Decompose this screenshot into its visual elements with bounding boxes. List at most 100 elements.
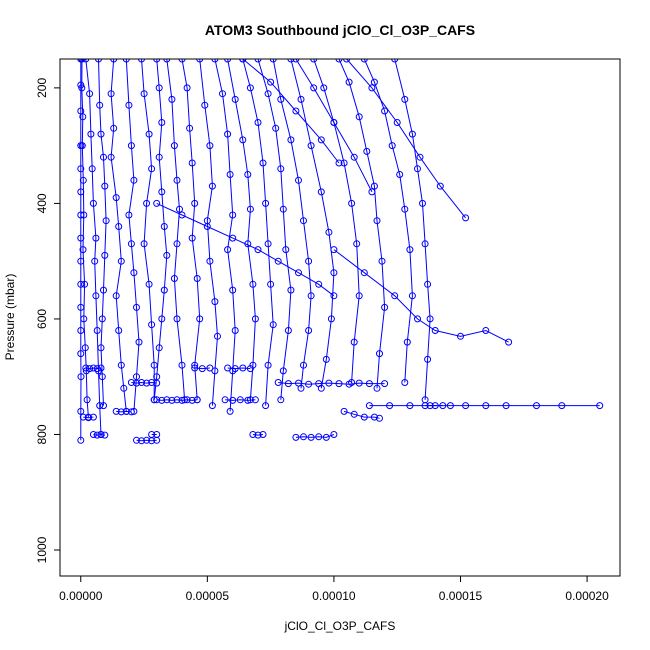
y-axis: 200 400 600 800 1000 <box>35 78 60 563</box>
data-point <box>274 379 282 386</box>
series-2 <box>82 59 105 438</box>
data-point <box>155 84 163 92</box>
series-19 <box>360 59 416 386</box>
data-point <box>376 414 383 422</box>
data-point <box>77 350 85 358</box>
data-point <box>224 130 232 138</box>
data-point <box>368 84 376 92</box>
y-tick-label: 800 <box>35 424 49 444</box>
data-point <box>436 182 444 190</box>
data-point <box>170 142 178 150</box>
data-point <box>97 431 105 438</box>
data-point <box>229 286 237 294</box>
data-point <box>170 275 178 282</box>
data-point <box>198 365 206 373</box>
data-point <box>77 407 85 415</box>
data-point <box>127 240 135 248</box>
series-39 <box>249 431 267 439</box>
series-line <box>110 59 127 412</box>
data-point <box>300 361 307 369</box>
data-point <box>117 257 125 265</box>
series-line <box>338 59 386 389</box>
data-point <box>254 119 262 126</box>
data-point <box>148 431 156 438</box>
data-point <box>84 414 92 422</box>
data-point <box>183 84 191 92</box>
data-point <box>403 338 411 346</box>
data-point <box>87 130 95 138</box>
data-point <box>206 364 214 372</box>
data-point <box>148 379 156 386</box>
data-point <box>155 153 163 161</box>
x-tick-label: 0.00005 <box>186 589 230 603</box>
data-point <box>178 396 186 404</box>
data-point <box>173 240 181 248</box>
data-point <box>325 379 333 387</box>
data-point <box>107 90 115 98</box>
data-point <box>340 407 348 415</box>
series-42 <box>421 402 447 410</box>
series-line <box>257 59 292 400</box>
data-point <box>277 165 285 173</box>
data-point <box>295 176 302 184</box>
data-point <box>462 402 470 410</box>
series-3 <box>95 59 110 410</box>
data-point <box>307 433 315 441</box>
data-point <box>77 436 85 444</box>
series-line <box>227 59 256 400</box>
data-point <box>305 257 313 265</box>
data-point <box>211 298 219 306</box>
x-tick-label: 0.00015 <box>439 589 483 603</box>
data-point <box>133 379 140 387</box>
data-point <box>196 59 204 63</box>
data-point <box>279 367 287 375</box>
series-line <box>295 59 373 193</box>
data-point <box>439 402 447 410</box>
data-point <box>153 199 161 207</box>
series-line <box>313 59 360 383</box>
data-point <box>355 113 363 121</box>
data-point <box>325 228 333 236</box>
data-point <box>421 402 429 410</box>
data-point <box>110 59 118 63</box>
data-point <box>92 234 100 242</box>
data-point <box>391 59 399 63</box>
data-point <box>482 327 490 334</box>
data-point <box>112 407 120 415</box>
data-point <box>406 246 414 254</box>
data-point <box>249 280 257 288</box>
data-point <box>262 199 270 207</box>
series-line <box>141 59 155 400</box>
data-point <box>315 433 323 441</box>
series-line <box>290 59 335 389</box>
data-point <box>239 136 247 144</box>
data-point <box>219 90 226 98</box>
data-point <box>77 81 85 89</box>
series-38 <box>221 396 259 404</box>
x-axis-label: jClO_Cl_O3P_CAFS <box>284 619 396 633</box>
data-point <box>125 211 133 219</box>
data-point <box>305 380 313 388</box>
data-point <box>292 107 300 115</box>
data-point <box>502 402 510 410</box>
data-point <box>183 396 191 404</box>
data-point <box>406 402 414 410</box>
data-point <box>158 396 166 404</box>
data-point <box>160 223 168 230</box>
data-point <box>193 275 201 282</box>
data-point <box>267 78 275 86</box>
data-point <box>254 59 262 63</box>
series-line <box>394 59 431 400</box>
data-point <box>401 379 409 386</box>
data-point <box>264 361 272 369</box>
data-point <box>401 95 409 103</box>
data-point <box>97 364 105 372</box>
data-point <box>231 365 239 373</box>
series-28 <box>82 364 105 373</box>
data-point <box>79 413 87 421</box>
data-point <box>211 367 219 375</box>
data-point <box>82 364 90 372</box>
data-point <box>178 361 186 369</box>
